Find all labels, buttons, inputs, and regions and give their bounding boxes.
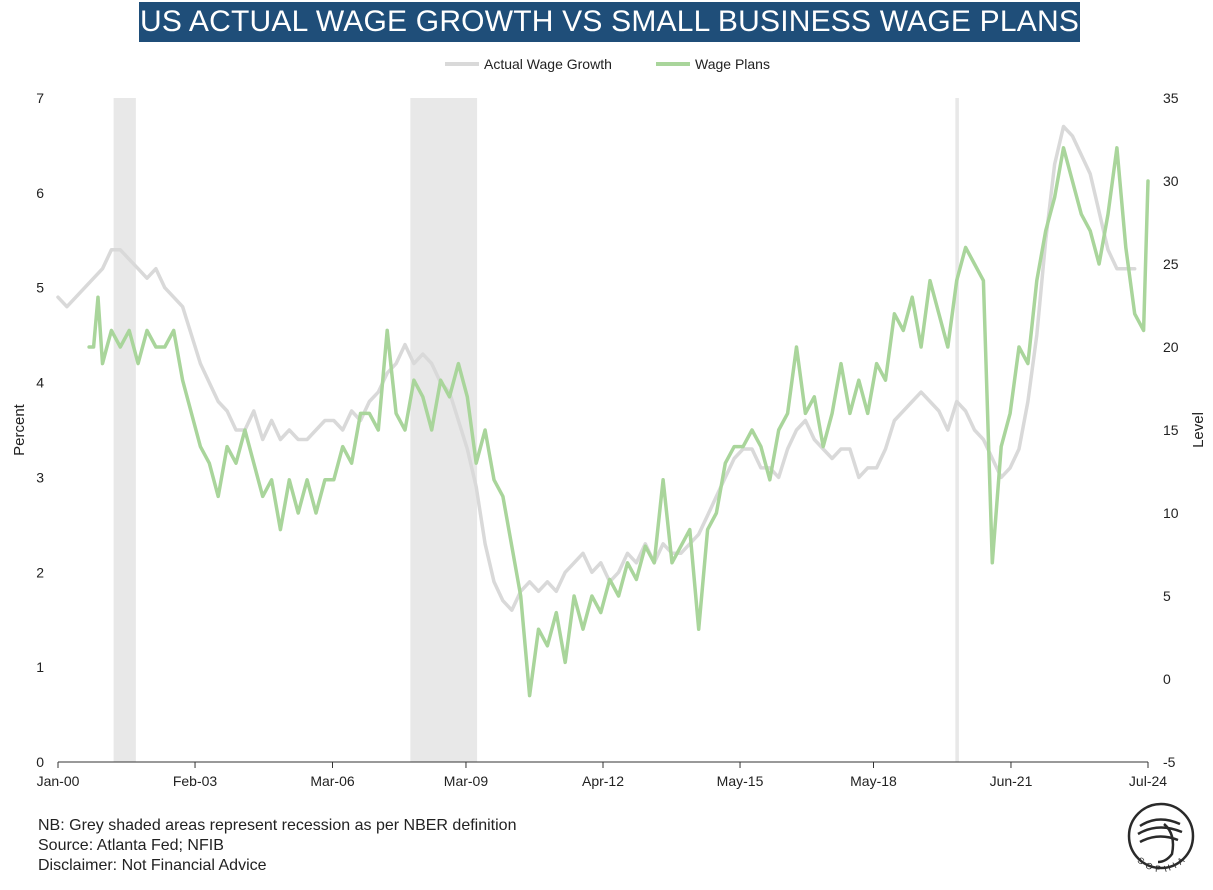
note-source: Source: Atlanta Fed; NFIB — [38, 837, 224, 854]
y-right-tick-label: 5 — [1163, 588, 1171, 604]
x-tick-label: Feb-03 — [173, 773, 218, 789]
x-tick-label: Apr-12 — [582, 773, 624, 789]
x-tick-label: Mar-09 — [444, 773, 489, 789]
y-left-tick-label: 5 — [36, 280, 44, 296]
y-right-tick-label: 0 — [1163, 671, 1171, 687]
y-left-tick-label: 1 — [36, 659, 44, 675]
x-tick-label: May-15 — [717, 773, 764, 789]
recession-band-0 — [113, 98, 136, 762]
y-right-tick-label: 25 — [1163, 256, 1179, 272]
recession-band-1 — [410, 98, 478, 762]
logo-text: SOPHIA — [1136, 853, 1186, 875]
actual-wage-growth-line — [56, 124, 1137, 612]
sophia-logo: SOPHIA — [1127, 802, 1195, 875]
y-left-tick-label: 4 — [36, 375, 44, 391]
chart-notes: NB: Grey shaded areas represent recessio… — [38, 816, 516, 876]
wage-plans-line — [87, 146, 1150, 698]
x-tick-label: Jul-24 — [1129, 773, 1167, 789]
y-left-axis-title: Percent — [11, 403, 28, 456]
x-tick-label: May-18 — [850, 773, 897, 789]
y-left-tick-label: 7 — [36, 90, 44, 106]
chart-title-text: US ACTUAL WAGE GROWTH VS SMALL BUSINESS … — [139, 5, 1080, 38]
y-left-tick-label: 3 — [36, 469, 44, 485]
x-tick-label: Mar-06 — [310, 773, 355, 789]
y-left-tick-label: 0 — [36, 754, 44, 770]
x-tick-label: Jan-00 — [37, 773, 80, 789]
legend-label: Wage Plans — [695, 56, 770, 72]
y-right-tick-label: 10 — [1163, 505, 1179, 521]
y-right-axis-title: Level — [1190, 412, 1207, 448]
svg-text:SOPHIA: SOPHIA — [1136, 853, 1190, 875]
legend-label: Actual Wage Growth — [484, 56, 612, 72]
chart-canvas: Jan-00 Feb-03 Mar-06 Mar-09 Apr-12 May-15 May-… — [11, 56, 1207, 789]
y-left-tick-label: 6 — [36, 185, 44, 201]
note-disclaimer: Disclaimer: Not Financial Advice — [38, 857, 267, 874]
y-right-tick-label: 35 — [1163, 90, 1179, 106]
y-right-tick-label: 30 — [1163, 173, 1179, 189]
note-recession: NB: Grey shaded areas represent recessio… — [38, 817, 517, 834]
y-right-tick-label: 20 — [1163, 339, 1179, 355]
y-right-tick-label: 15 — [1163, 422, 1179, 438]
y-right-tick-label: -5 — [1163, 754, 1176, 770]
y-left-tick-label: 2 — [36, 564, 44, 580]
x-tick-label: Jun-21 — [990, 773, 1033, 789]
chart-title: US ACTUAL WAGE GROWTH VS SMALL BUSINESS … — [139, 2, 1080, 42]
recession-band-2 — [955, 98, 959, 762]
